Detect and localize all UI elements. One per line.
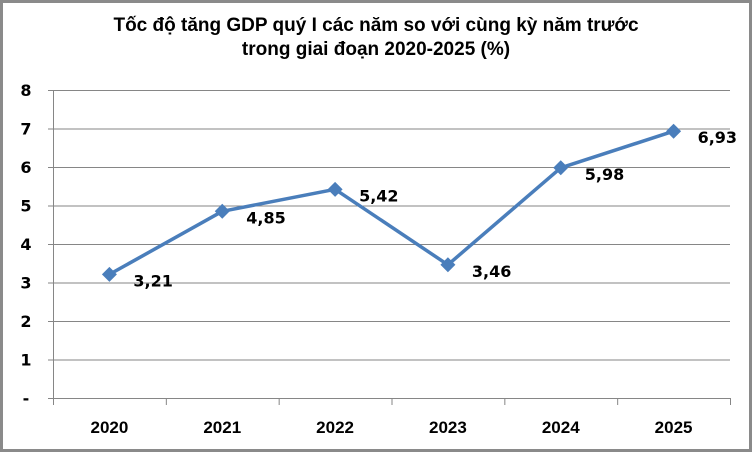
y-axis-tick-label: 7	[20, 120, 31, 139]
y-axis-tick-labels: - 1 2 3 4 5 6 7 8	[20, 81, 31, 408]
y-axis-tick-label: 5	[20, 197, 31, 216]
x-axis-tick-labels: 2020 2021 2022 2023 2024 2025	[91, 418, 693, 437]
chart-title-line-1: Tốc độ tăng GDP quý I các năm so với cùn…	[113, 15, 639, 36]
data-label: 3,21	[133, 271, 172, 290]
x-axis-tick-label: 2022	[316, 418, 354, 437]
diamond-marker-icon	[101, 266, 117, 282]
y-axis-tick-label: -	[23, 389, 30, 408]
gridlines	[53, 90, 730, 361]
x-axis-tick-label: 2025	[655, 418, 693, 437]
x-axis-tick-label: 2023	[429, 418, 467, 437]
y-axis-tick-label: 2	[20, 312, 31, 331]
diamond-marker-icon	[440, 257, 456, 273]
data-label: 5,42	[359, 186, 398, 205]
x-axis-tick-label: 2020	[91, 418, 129, 437]
data-label: 3,46	[472, 262, 511, 281]
y-axis-tick-label: 3	[20, 274, 31, 293]
diamond-marker-icon	[553, 160, 569, 176]
chart-title: Tốc độ tăng GDP quý I các năm so với cùn…	[0, 14, 752, 62]
data-label: 4,85	[246, 208, 285, 227]
data-series	[101, 123, 682, 282]
data-label: 5,98	[585, 165, 624, 184]
x-axis-tick-label: 2024	[542, 418, 580, 437]
x-axis-tick-label: 2021	[203, 418, 241, 437]
y-axis-tick-label: 6	[20, 158, 31, 177]
axes	[48, 90, 731, 405]
y-axis-tick-label: 8	[20, 81, 31, 100]
y-axis-tick-label: 1	[20, 351, 31, 370]
data-labels: 3,21 4,85 5,42 3,46 5,98 6,93	[133, 128, 737, 290]
diamond-marker-icon	[327, 181, 343, 197]
diamond-marker-icon	[214, 203, 230, 219]
diamond-marker-icon	[666, 123, 682, 139]
y-axis-tick-label: 4	[20, 235, 31, 254]
data-label: 6,93	[698, 128, 737, 147]
series-line	[108, 129, 675, 276]
chart-title-line-2: trong giai đoạn 2020-2025 (%)	[241, 39, 511, 60]
